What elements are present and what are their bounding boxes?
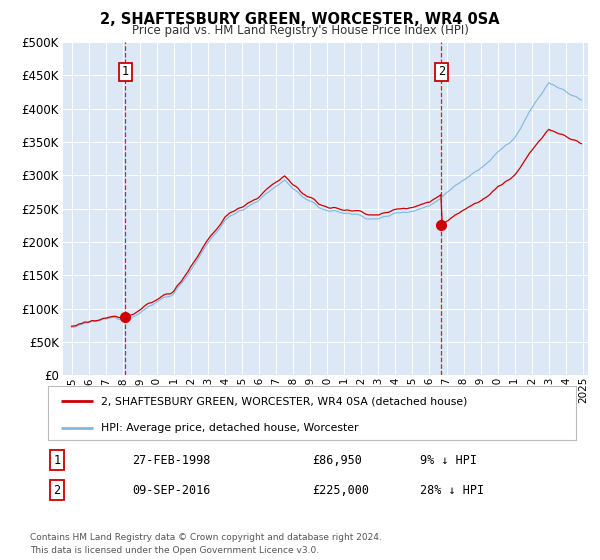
Text: £86,950: £86,950: [312, 454, 362, 467]
Text: 2: 2: [437, 66, 445, 78]
Text: 09-SEP-2016: 09-SEP-2016: [132, 483, 211, 497]
Text: 2, SHAFTESBURY GREEN, WORCESTER, WR4 0SA (detached house): 2, SHAFTESBURY GREEN, WORCESTER, WR4 0SA…: [101, 396, 467, 407]
Text: HPI: Average price, detached house, Worcester: HPI: Average price, detached house, Worc…: [101, 423, 358, 433]
Text: £225,000: £225,000: [312, 483, 369, 497]
Text: Contains HM Land Registry data © Crown copyright and database right 2024.
This d: Contains HM Land Registry data © Crown c…: [30, 533, 382, 556]
Text: 28% ↓ HPI: 28% ↓ HPI: [420, 483, 484, 497]
Text: 2: 2: [53, 483, 61, 497]
Text: Price paid vs. HM Land Registry's House Price Index (HPI): Price paid vs. HM Land Registry's House …: [131, 24, 469, 38]
Text: 1: 1: [53, 454, 61, 467]
Text: 1: 1: [122, 66, 129, 78]
Text: 2, SHAFTESBURY GREEN, WORCESTER, WR4 0SA: 2, SHAFTESBURY GREEN, WORCESTER, WR4 0SA: [100, 12, 500, 27]
Text: 9% ↓ HPI: 9% ↓ HPI: [420, 454, 477, 467]
Text: 27-FEB-1998: 27-FEB-1998: [132, 454, 211, 467]
